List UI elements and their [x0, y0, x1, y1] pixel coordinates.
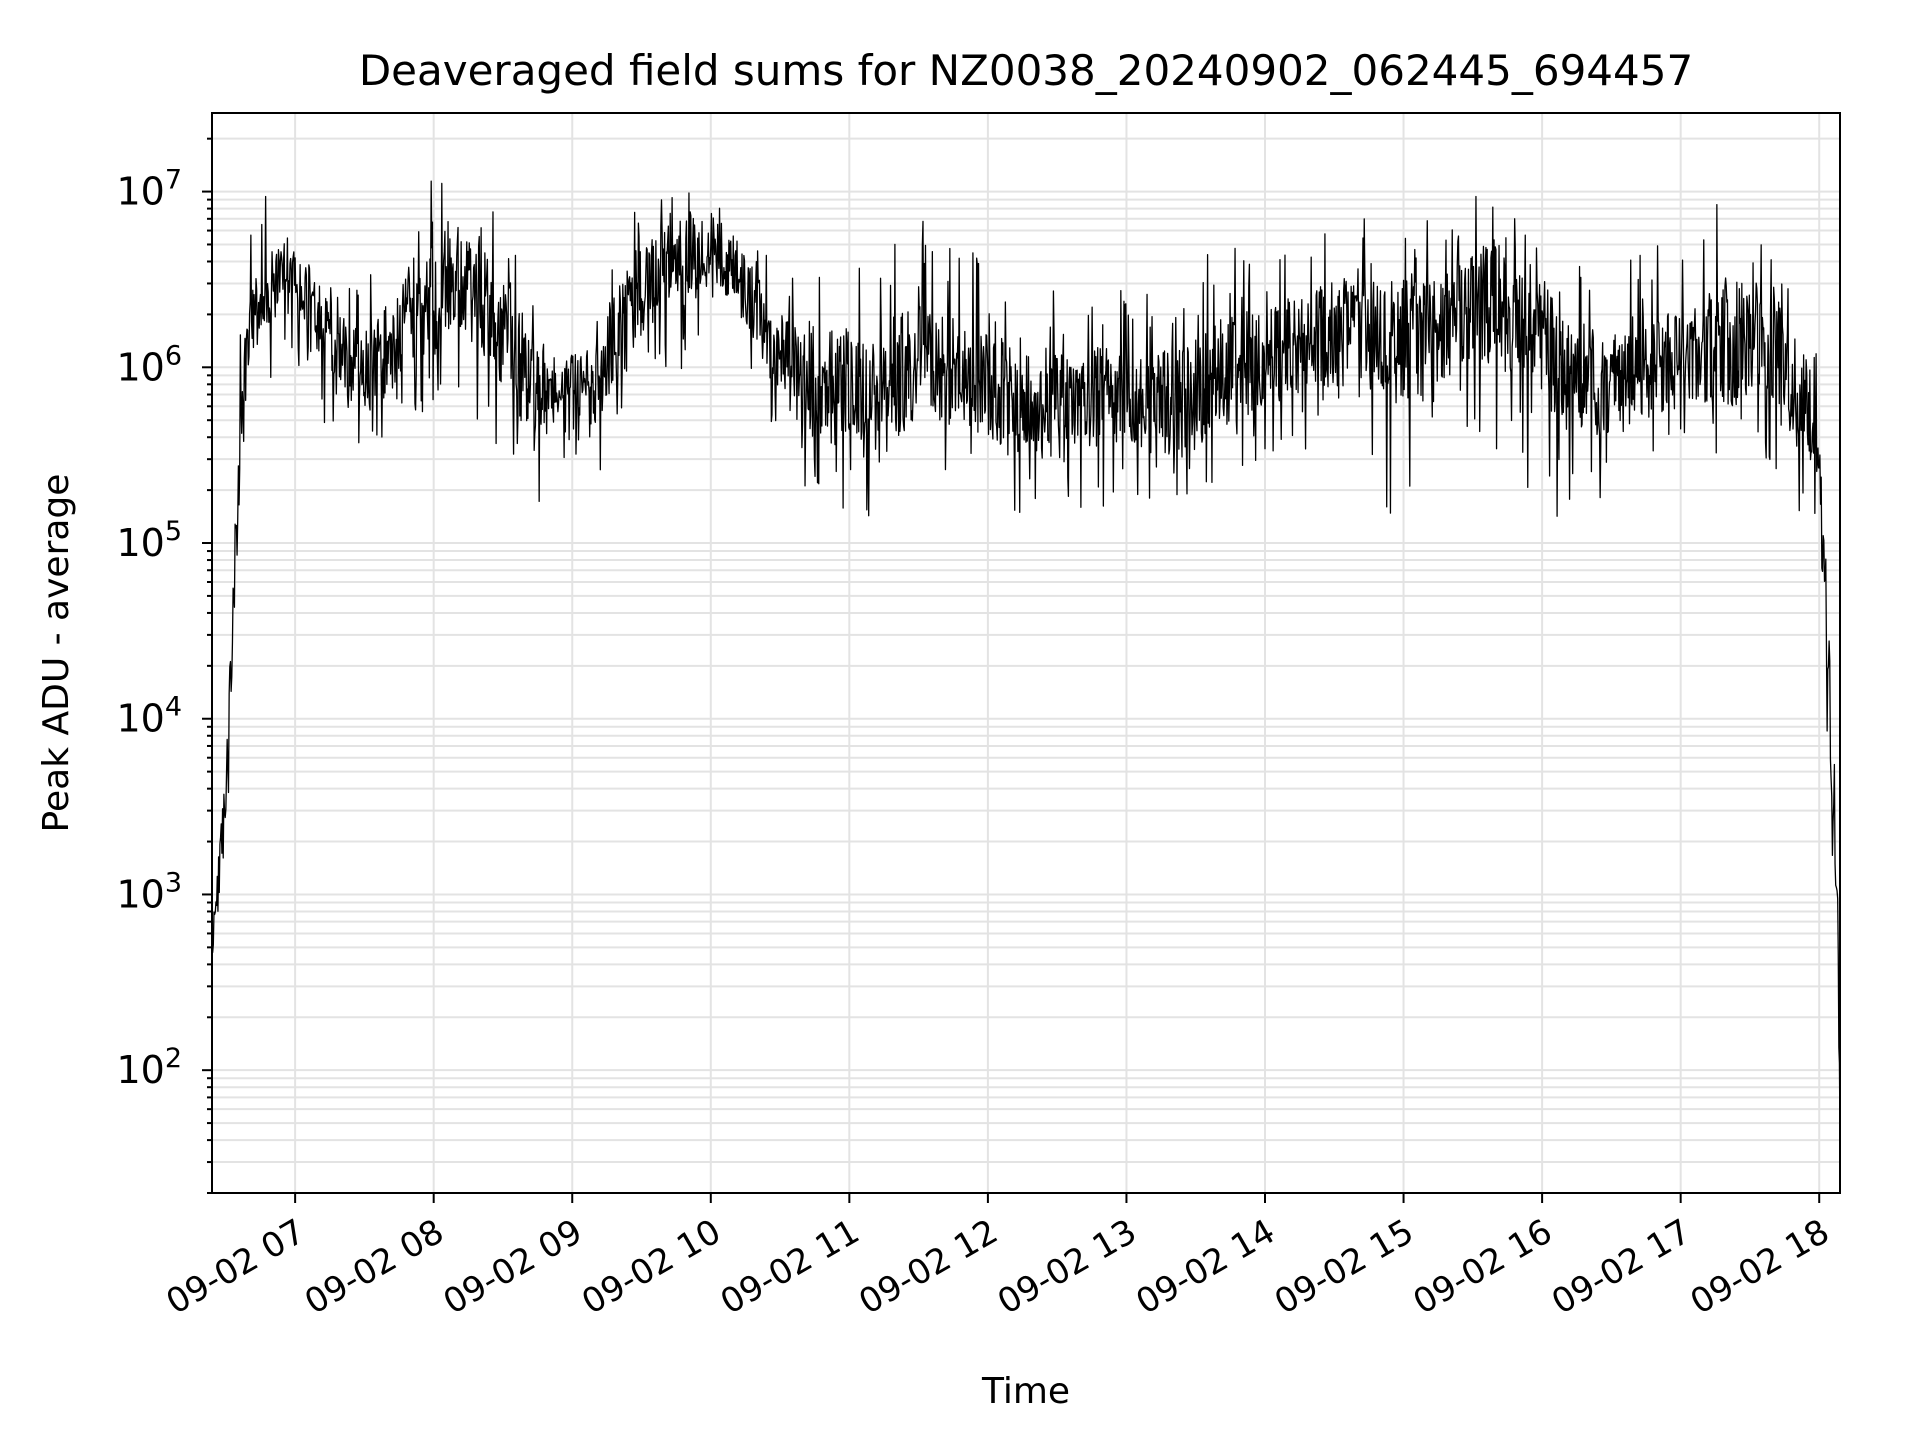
x-axis-label: Time	[981, 1371, 1070, 1412]
y-tick-base: 10	[116, 872, 164, 916]
y-tick-base: 10	[116, 697, 164, 741]
y-tick-exponent: 3	[165, 867, 182, 898]
y-tick-exponent: 7	[165, 165, 182, 196]
y-tick-exponent: 5	[165, 516, 182, 547]
chart-title: Deaveraged field sums for NZ0038_2024090…	[359, 46, 1693, 95]
y-tick-exponent: 4	[165, 692, 182, 723]
y-tick-base: 10	[116, 1048, 164, 1092]
y-tick-base: 10	[116, 170, 164, 214]
y-tick-base: 10	[116, 345, 164, 389]
y-tick-base: 10	[116, 521, 164, 565]
y-tick-exponent: 2	[165, 1043, 182, 1074]
y-tick-exponent: 6	[165, 340, 182, 371]
y-axis-label: Peak ADU - average	[36, 474, 77, 833]
